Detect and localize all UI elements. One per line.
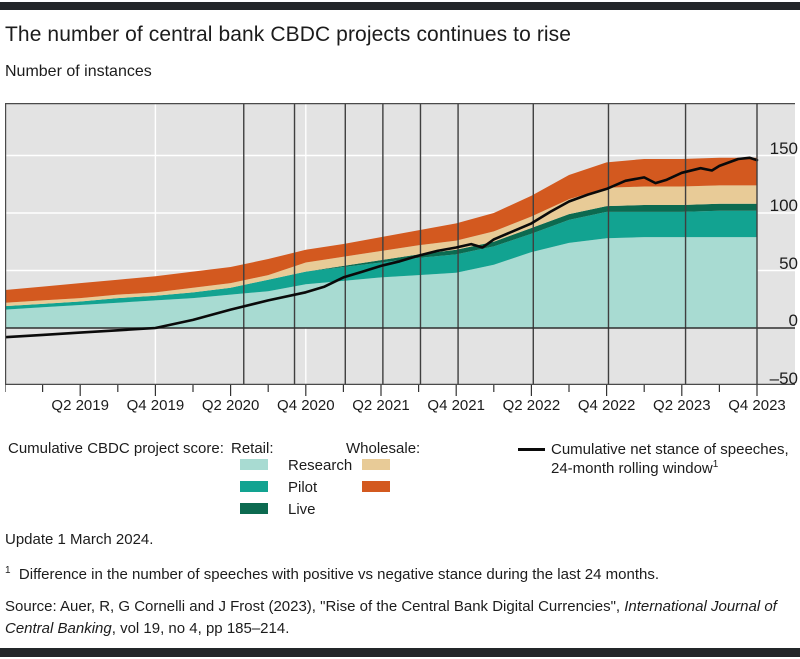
source-note: Source: Auer, R, G Cornelli and J Frost … bbox=[5, 598, 777, 637]
stance-line bbox=[5, 156, 759, 339]
legend-row-label-live: Live bbox=[288, 501, 316, 518]
page-title: The number of central bank CBDC projects… bbox=[5, 23, 572, 46]
legend-row-label-research: Research bbox=[288, 457, 353, 474]
band-wholesale-research bbox=[5, 185, 757, 307]
footnote-marker: 1 bbox=[5, 565, 11, 576]
legend-swatch-retail-research bbox=[240, 459, 268, 470]
footnote: 1 Difference in the number of speeches w… bbox=[5, 565, 659, 584]
x-axis-label: Q4 2019 bbox=[126, 397, 185, 414]
x-axis-label: Q2 2022 bbox=[502, 397, 561, 414]
legend-line-label: Cumulative net stance of speeches, 24-mo… bbox=[551, 441, 789, 477]
source-journal-italic: International Journal of Central Banking bbox=[5, 598, 777, 637]
legend-group-label: Cumulative CBDC project score: bbox=[8, 440, 224, 457]
x-axis-label: Q4 2023 bbox=[728, 397, 786, 414]
x-axis-label: Q2 2020 bbox=[201, 397, 260, 414]
legend-swatch-retail-pilot bbox=[240, 481, 268, 492]
x-axis-label: Q2 2023 bbox=[653, 397, 711, 414]
x-axis-label: Q4 2020 bbox=[277, 397, 335, 414]
y-axis-label: 150 bbox=[769, 138, 798, 158]
legend-row-label-pilot: Pilot bbox=[288, 479, 318, 496]
footnote-reference: 1 bbox=[712, 459, 719, 470]
x-axis-label: Q4 2022 bbox=[577, 397, 636, 414]
y-axis-unit-label: Number of instances bbox=[5, 63, 152, 80]
y-axis-label: 100 bbox=[769, 196, 798, 215]
bottom-divider-bar bbox=[0, 648, 800, 657]
plot-svg bbox=[5, 103, 795, 396]
legend-wholesale-header: Wholesale: bbox=[346, 440, 421, 457]
x-axis-label: Q2 2019 bbox=[51, 397, 109, 414]
y-axis-label: 0 bbox=[788, 311, 798, 330]
legend-swatch-wholesale-pilot bbox=[362, 481, 390, 492]
band-wholesale-pilot bbox=[5, 157, 757, 303]
cbdc-stacked-area-chart: –50 0 50 100 150 Q2 2019 Q4 2019 Q2 2020 Q4 202… bbox=[5, 103, 798, 414]
x-axis-label: Q4 2021 bbox=[427, 397, 485, 414]
band-retail-research bbox=[5, 237, 757, 328]
x-axis-label: Q2 2021 bbox=[352, 397, 410, 414]
update-note: Update 1 March 2024. bbox=[5, 531, 154, 548]
legend-line-swatch bbox=[518, 448, 545, 451]
legend-swatch-wholesale-research bbox=[362, 459, 390, 470]
legend-swatch-retail-live bbox=[240, 503, 268, 514]
top-divider-bar bbox=[0, 2, 800, 10]
band-retail-pilot bbox=[5, 210, 757, 310]
y-axis-label: –50 bbox=[769, 368, 798, 388]
y-axis-label: 50 bbox=[779, 253, 798, 273]
legend-retail-header: Retail: bbox=[231, 440, 274, 457]
